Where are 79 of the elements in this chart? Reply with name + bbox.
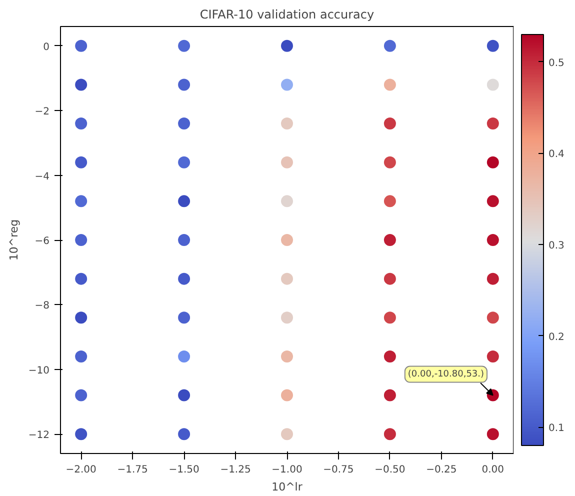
color-bar-label: 0.2: [548, 332, 564, 343]
y-tick-label: 0: [43, 42, 50, 53]
point: [384, 195, 396, 208]
point: [75, 78, 88, 91]
point: [75, 156, 88, 168]
point: [178, 272, 190, 285]
x-tick-label: −1.25: [220, 464, 251, 476]
x-tick-label: −0.25: [426, 464, 457, 476]
point: [75, 195, 88, 208]
x-tick-label: −0.50: [374, 464, 406, 476]
y-tick-label: −4: [34, 171, 50, 182]
y-tick-label: −6: [34, 236, 50, 247]
y-tick-label: −2: [34, 106, 50, 118]
color-bar-label: 0.1: [548, 423, 564, 434]
point: [75, 312, 88, 324]
color-bar-label: 0.3: [548, 240, 564, 252]
point: [281, 156, 293, 168]
point: [384, 389, 396, 402]
chart-title: CIFAR-10 validation accuracy: [200, 8, 374, 22]
y-tick-label: −12: [28, 430, 50, 442]
point: [486, 272, 499, 285]
x-tick-label: 0.00: [482, 464, 504, 476]
point: [178, 40, 190, 52]
point: [281, 389, 293, 402]
point: [178, 195, 190, 208]
point: [384, 428, 396, 440]
point: [75, 234, 88, 246]
point: [384, 78, 396, 91]
point: [384, 272, 396, 285]
point: [178, 118, 190, 130]
point: [281, 195, 293, 208]
point: [178, 428, 190, 440]
x-tick-label: −2.00: [66, 464, 96, 476]
y-axis-title: 10^reg: [7, 219, 20, 261]
color-bar-label: 0.5: [548, 58, 564, 69]
point: [486, 234, 499, 246]
point: [384, 118, 396, 130]
point: [384, 234, 396, 246]
point: [486, 156, 499, 168]
point: [384, 156, 396, 168]
y-tick-label: −10: [28, 365, 50, 376]
point: [486, 428, 499, 440]
point: [178, 78, 190, 91]
point: [178, 156, 190, 168]
point: [384, 312, 396, 324]
point: [384, 40, 396, 52]
point: [281, 40, 293, 52]
point: [281, 272, 293, 285]
color-bar-label: 0.4: [548, 149, 564, 160]
point: [178, 350, 190, 362]
point: [75, 272, 88, 285]
x-tick-label: −0.75: [323, 464, 354, 476]
y-tick-label: −8: [34, 300, 50, 312]
point: [178, 389, 190, 402]
point: [281, 234, 293, 246]
point: [384, 350, 396, 362]
point: [486, 350, 499, 362]
x-tick-label: −1.75: [117, 464, 148, 476]
point: [281, 312, 293, 324]
point: [486, 195, 499, 208]
x-tick-label: −1.00: [272, 464, 302, 476]
point: [486, 312, 499, 324]
point: [75, 350, 88, 362]
x-tick-label: −1.50: [168, 464, 200, 476]
point: [75, 40, 88, 52]
point: [178, 312, 190, 324]
annotation: (0.00,-10.80,53.): [408, 369, 484, 380]
point: [486, 118, 499, 130]
point: [75, 118, 88, 130]
point: [75, 428, 88, 440]
point: [281, 78, 293, 91]
x-axis-title: 10^lr: [272, 480, 303, 494]
point: [281, 428, 293, 440]
point: [281, 350, 293, 362]
point: [281, 118, 293, 130]
point: [75, 389, 88, 402]
point: [486, 78, 499, 91]
point: [178, 234, 190, 246]
point: [486, 40, 499, 52]
